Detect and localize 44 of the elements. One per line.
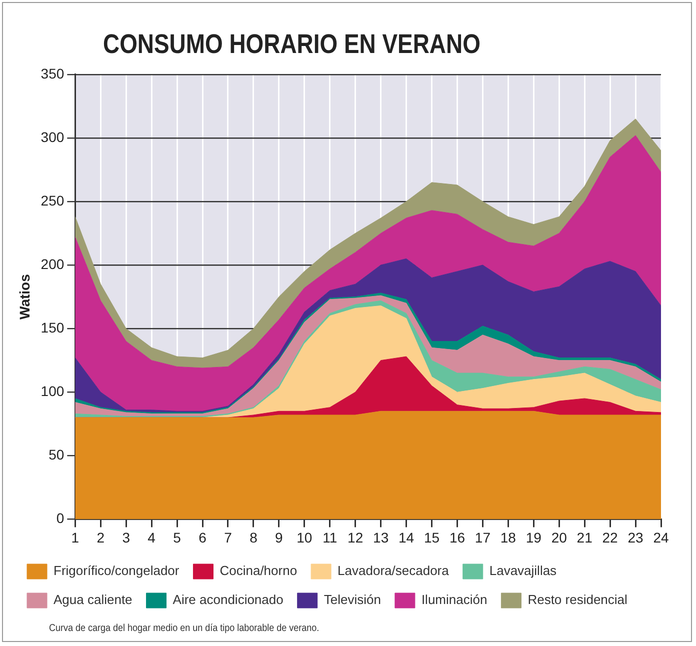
y-tick-label: 200 xyxy=(40,256,64,272)
x-tick-label: 19 xyxy=(526,529,542,546)
x-tick-label: 21 xyxy=(576,529,593,546)
x-tick-label: 22 xyxy=(602,529,618,546)
y-tick-label: 100 xyxy=(40,382,64,399)
x-tick-label: 18 xyxy=(500,529,516,546)
x-tick-label: 1 xyxy=(71,529,80,546)
legend-label: Lavadora/secadora xyxy=(338,563,450,578)
x-tick-label: 10 xyxy=(296,529,312,546)
y-axis-title: Watios xyxy=(16,274,32,320)
y-tick-label: 0 xyxy=(56,510,64,526)
x-tick-label: 9 xyxy=(275,529,284,546)
x-tick-label: 12 xyxy=(348,529,364,546)
y-tick-label: 50 xyxy=(48,446,64,463)
legend-label: Aire acondicionado xyxy=(172,592,284,608)
chart-title: CONSUMO HORARIO EN VERANO xyxy=(103,29,480,60)
legend-label: Lavavajillas xyxy=(489,563,558,578)
x-tick-label: 15 xyxy=(424,529,440,546)
y-tick-label: 300 xyxy=(40,128,64,145)
legend-label: Resto residencial xyxy=(528,592,628,608)
x-tick-label: 8 xyxy=(250,529,258,546)
y-tick-label: 250 xyxy=(40,192,64,208)
legend-label: Televisión xyxy=(324,592,381,608)
x-tick-label: 7 xyxy=(224,529,232,546)
x-tick-label: 6 xyxy=(198,529,207,546)
x-tick-label: 24 xyxy=(653,529,669,546)
x-tick-label: 5 xyxy=(173,529,182,546)
legend-label: Agua caliente xyxy=(54,592,132,608)
y-tick-label: 350 xyxy=(40,65,64,82)
x-tick-label: 17 xyxy=(474,529,491,546)
x-tick-label: 23 xyxy=(628,529,644,546)
legend-label: Iluminación xyxy=(421,592,488,608)
x-tick-label: 3 xyxy=(122,529,130,546)
x-tick-label: 11 xyxy=(322,529,338,546)
x-tick-label: 2 xyxy=(96,529,105,546)
text: Curva de carga del hogar medio en un día tipo laborable de verano. xyxy=(49,623,320,634)
y-tick-label: 150 xyxy=(40,319,64,336)
legend-label: Cocina/horno xyxy=(220,563,298,578)
x-tick-label: 16 xyxy=(449,529,466,546)
x-tick-label: 14 xyxy=(398,529,414,546)
legend-label: Frigorífico/congelador xyxy=(54,563,180,578)
x-tick-label: 13 xyxy=(373,529,389,546)
x-tick-label: 20 xyxy=(551,529,568,546)
x-tick-label: 4 xyxy=(148,529,156,546)
